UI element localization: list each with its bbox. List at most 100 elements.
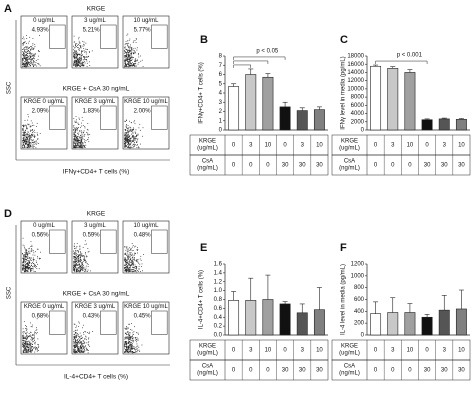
- flow-dot: [26, 58, 28, 60]
- bar: [245, 74, 257, 131]
- flow-dot: [27, 63, 29, 65]
- flow-dot: [75, 44, 76, 46]
- flow-dot: [38, 347, 39, 349]
- flow-dot: [31, 139, 33, 141]
- flow-dot: [23, 345, 25, 346]
- flow-dot: [132, 347, 134, 349]
- flow-dot: [81, 345, 83, 347]
- flow-dot: [24, 57, 26, 59]
- y-tick-label: 0.8: [214, 297, 223, 303]
- flow-dot: [129, 341, 131, 342]
- flow-dot: [25, 330, 27, 331]
- flow-dot: [34, 332, 36, 334]
- flow-dot: [77, 63, 79, 65]
- flow-dot: [28, 248, 30, 250]
- flow-dot: [25, 263, 27, 265]
- flow-dot: [132, 63, 134, 65]
- flow-dot: [22, 342, 24, 344]
- flow-dot: [127, 141, 128, 143]
- flow-dot: [142, 127, 144, 129]
- bar: [228, 300, 240, 336]
- flow-dot: [77, 59, 79, 61]
- flow-dot: [128, 346, 130, 348]
- flow-dot: [23, 260, 24, 262]
- flow-dot: [76, 65, 78, 66]
- flow-dot: [125, 59, 127, 61]
- flow-dot: [82, 337, 84, 339]
- flow-dot: [83, 341, 85, 343]
- flow-dot: [129, 55, 131, 57]
- flow-dot: [134, 139, 136, 141]
- flow-dot: [136, 65, 138, 67]
- flow-dot: [25, 325, 26, 326]
- flow-dot: [32, 48, 33, 50]
- flow-dot: [23, 145, 25, 146]
- flow-dot: [128, 50, 130, 51]
- flow-dot: [80, 348, 82, 350]
- flow-dot: [124, 342, 126, 344]
- flow-dot: [127, 261, 129, 263]
- flow-dot: [78, 260, 80, 262]
- flow-dot: [83, 260, 84, 262]
- flow-dot: [73, 250, 74, 252]
- flow-dot: [35, 260, 37, 262]
- flow-dot: [25, 139, 27, 141]
- flow-dot: [22, 134, 24, 136]
- flow-dot: [125, 138, 127, 140]
- flow-dot: [29, 336, 31, 337]
- flow-dot: [77, 250, 79, 251]
- flow-dot: [76, 270, 78, 272]
- flow-dot: [133, 352, 135, 353]
- flow-dot: [127, 142, 129, 143]
- flow-dot: [73, 331, 75, 332]
- flow-dot: [125, 121, 126, 122]
- flow-dot: [36, 142, 38, 144]
- flow-dot: [79, 257, 81, 259]
- flow-dot: [140, 259, 142, 261]
- flow-dot: [31, 335, 33, 336]
- flow-dot: [124, 349, 126, 350]
- flow-dot: [31, 349, 33, 351]
- flow-dot: [26, 263, 28, 265]
- flow-dot: [27, 51, 29, 53]
- flow-dot: [24, 139, 25, 141]
- flow-dot: [129, 138, 130, 140]
- flow-dot: [24, 269, 26, 271]
- flow-dot: [133, 40, 135, 42]
- flow-dot: [125, 337, 127, 339]
- flow-dot: [22, 144, 24, 146]
- error-bar: [248, 277, 254, 301]
- table-cell: 3: [391, 348, 395, 354]
- flow-dot: [87, 123, 89, 124]
- flow-dot: [134, 145, 136, 147]
- flow-dot: [85, 252, 86, 253]
- flow-dot: [25, 46, 26, 48]
- flow-dot: [81, 267, 83, 268]
- flow-dot: [23, 348, 25, 350]
- flow-dot: [79, 130, 81, 131]
- flow-dot: [84, 139, 85, 141]
- flow-dot: [133, 340, 135, 341]
- flow-dot: [28, 252, 29, 254]
- flow-dot: [29, 63, 31, 64]
- flow-dot: [78, 342, 80, 344]
- flow-dot: [78, 63, 80, 65]
- flow-dot: [24, 42, 26, 43]
- flow-dot: [22, 60, 24, 62]
- flow-dot: [77, 348, 78, 350]
- flow-dot: [124, 59, 125, 61]
- flow-dot: [73, 265, 75, 267]
- flow-dot: [84, 59, 86, 61]
- flow-dot: [79, 59, 81, 61]
- flow-dot: [26, 338, 28, 340]
- flow-dot: [25, 141, 27, 143]
- flow-dot: [29, 144, 30, 146]
- y-tick-label: 4: [219, 91, 223, 97]
- flow-dot: [76, 57, 78, 59]
- flow-dot: [140, 143, 141, 145]
- flow-dot: [32, 49, 34, 51]
- flow-dot: [37, 255, 38, 257]
- flow-dot: [127, 124, 129, 126]
- y-tick-label: 0.0: [214, 333, 223, 339]
- flow-dot: [75, 63, 77, 65]
